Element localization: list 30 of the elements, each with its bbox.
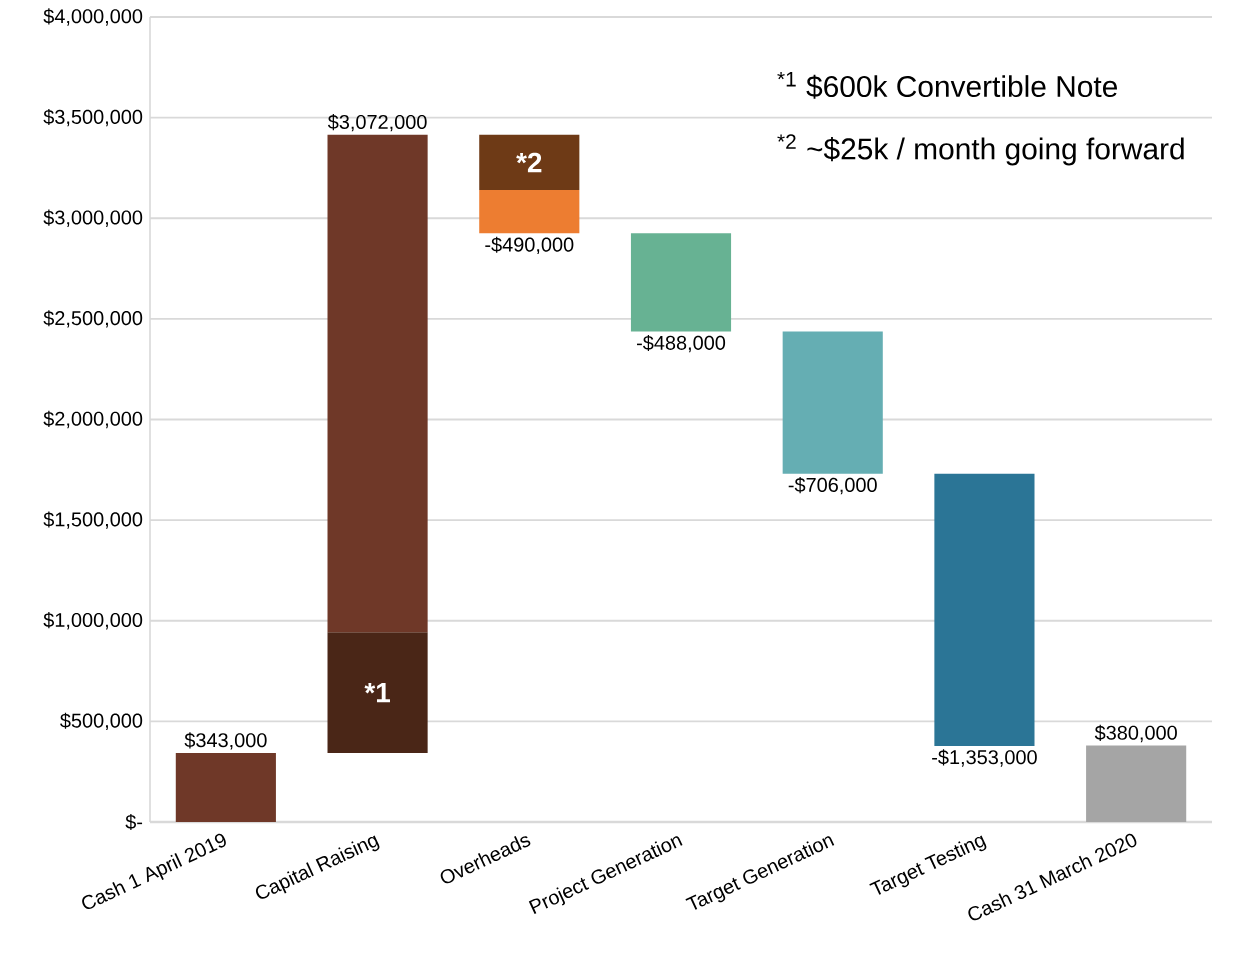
text: $3,072,000 <box>327 114 427 132</box>
bar <box>479 134 580 191</box>
annotation: *2 <box>516 152 542 173</box>
text: -$488,000 <box>637 334 726 353</box>
x-tick-label: Cash 1 April 2019 <box>82 833 226 910</box>
text: $380,000 <box>1094 724 1177 743</box>
bar <box>327 632 428 753</box>
y-tick-label: $- <box>125 813 143 831</box>
bar <box>630 233 732 332</box>
annotation: $^{*1}$ $600k Convertible Note <box>777 72 1117 99</box>
annotation: *1 <box>364 683 390 703</box>
y-tick-label: $2,500,000 <box>43 310 143 328</box>
annotation: $^{*2}$ ~$25k / month going forward <box>777 134 1184 166</box>
text: -$490,000 <box>485 236 574 255</box>
text: -$1,353,000 <box>932 749 1037 767</box>
y-tick-label: $500,000 <box>60 712 143 731</box>
text: $343,000 <box>184 732 267 750</box>
text: -$706,000 <box>788 477 877 495</box>
bar <box>782 331 883 474</box>
bar <box>327 134 428 633</box>
y-tick-label: $2,000,000 <box>43 410 143 429</box>
y-tick-label: $4,000,000 <box>43 8 143 26</box>
bar <box>1086 745 1187 822</box>
y-tick-label: $1,500,000 <box>43 511 143 529</box>
y-tick-label: $1,000,000 <box>43 612 143 630</box>
bar <box>175 752 276 822</box>
bar <box>479 190 580 234</box>
y-tick-label: $3,000,000 <box>43 209 143 227</box>
y-tick-label: $3,500,000 <box>43 108 143 127</box>
bar <box>934 473 1035 746</box>
